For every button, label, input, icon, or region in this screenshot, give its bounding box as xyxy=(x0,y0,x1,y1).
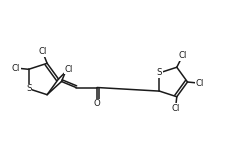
Text: Cl: Cl xyxy=(171,104,180,113)
Text: Cl: Cl xyxy=(196,79,204,87)
Text: Cl: Cl xyxy=(38,47,47,56)
Text: S: S xyxy=(157,68,162,77)
Text: Cl: Cl xyxy=(178,51,186,60)
Text: Cl: Cl xyxy=(64,64,73,74)
Text: O: O xyxy=(94,100,100,109)
Text: S: S xyxy=(26,84,31,93)
Text: Cl: Cl xyxy=(12,64,20,73)
